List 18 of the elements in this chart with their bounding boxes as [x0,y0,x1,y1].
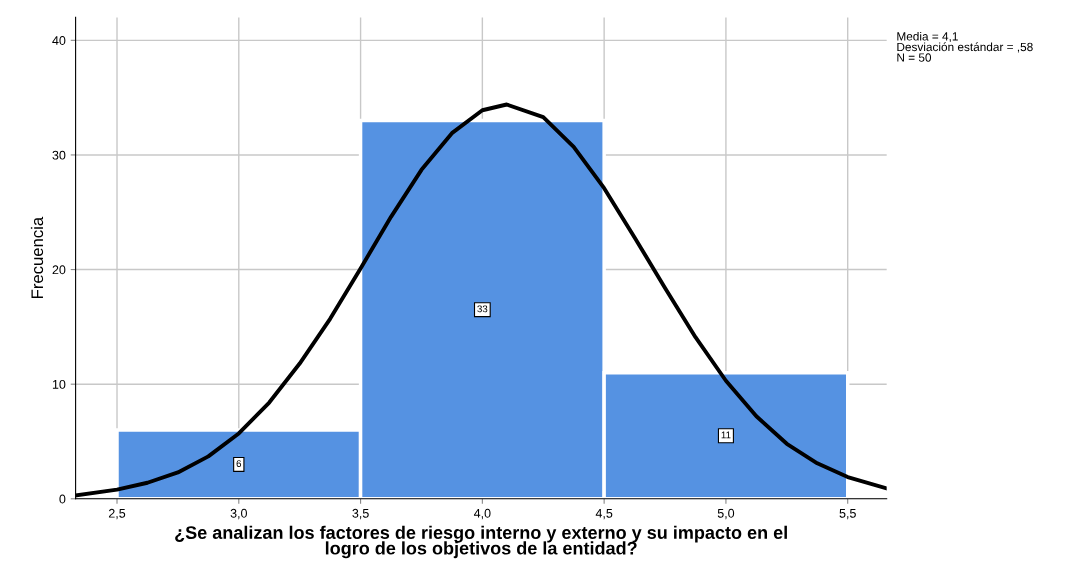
x-axis-title: ¿Se analizan los factores de riesgo interno y externo y su impacto en el logro de los objetivos de la entidad? [175,525,787,559]
y-tick-label: 30 [52,150,66,160]
data-label: 6 [236,460,242,468]
x-tick-label: 3,5 [352,508,369,520]
x-tick-label: 4,0 [473,508,491,520]
x-tick-label: 2,5 [108,508,126,520]
x-tick-label: 3,0 [230,508,247,520]
y-axis-title: Frecuencia [30,216,44,298]
y-tick-label: 40 [52,36,66,45]
y-tick-label: 20 [52,265,66,275]
data-label: 33 [477,305,488,313]
text: Media = 4,1 Desviación estándar = ,58 N = 50 [897,31,1033,62]
x-tick-label: 5,5 [839,508,856,520]
y-tick-label: 0 [59,494,66,504]
y-tick-label: 10 [52,379,66,389]
data-label: 11 [721,431,731,439]
x-tick-label: 4,5 [595,508,613,520]
x-tick-label: 5,0 [717,508,735,520]
